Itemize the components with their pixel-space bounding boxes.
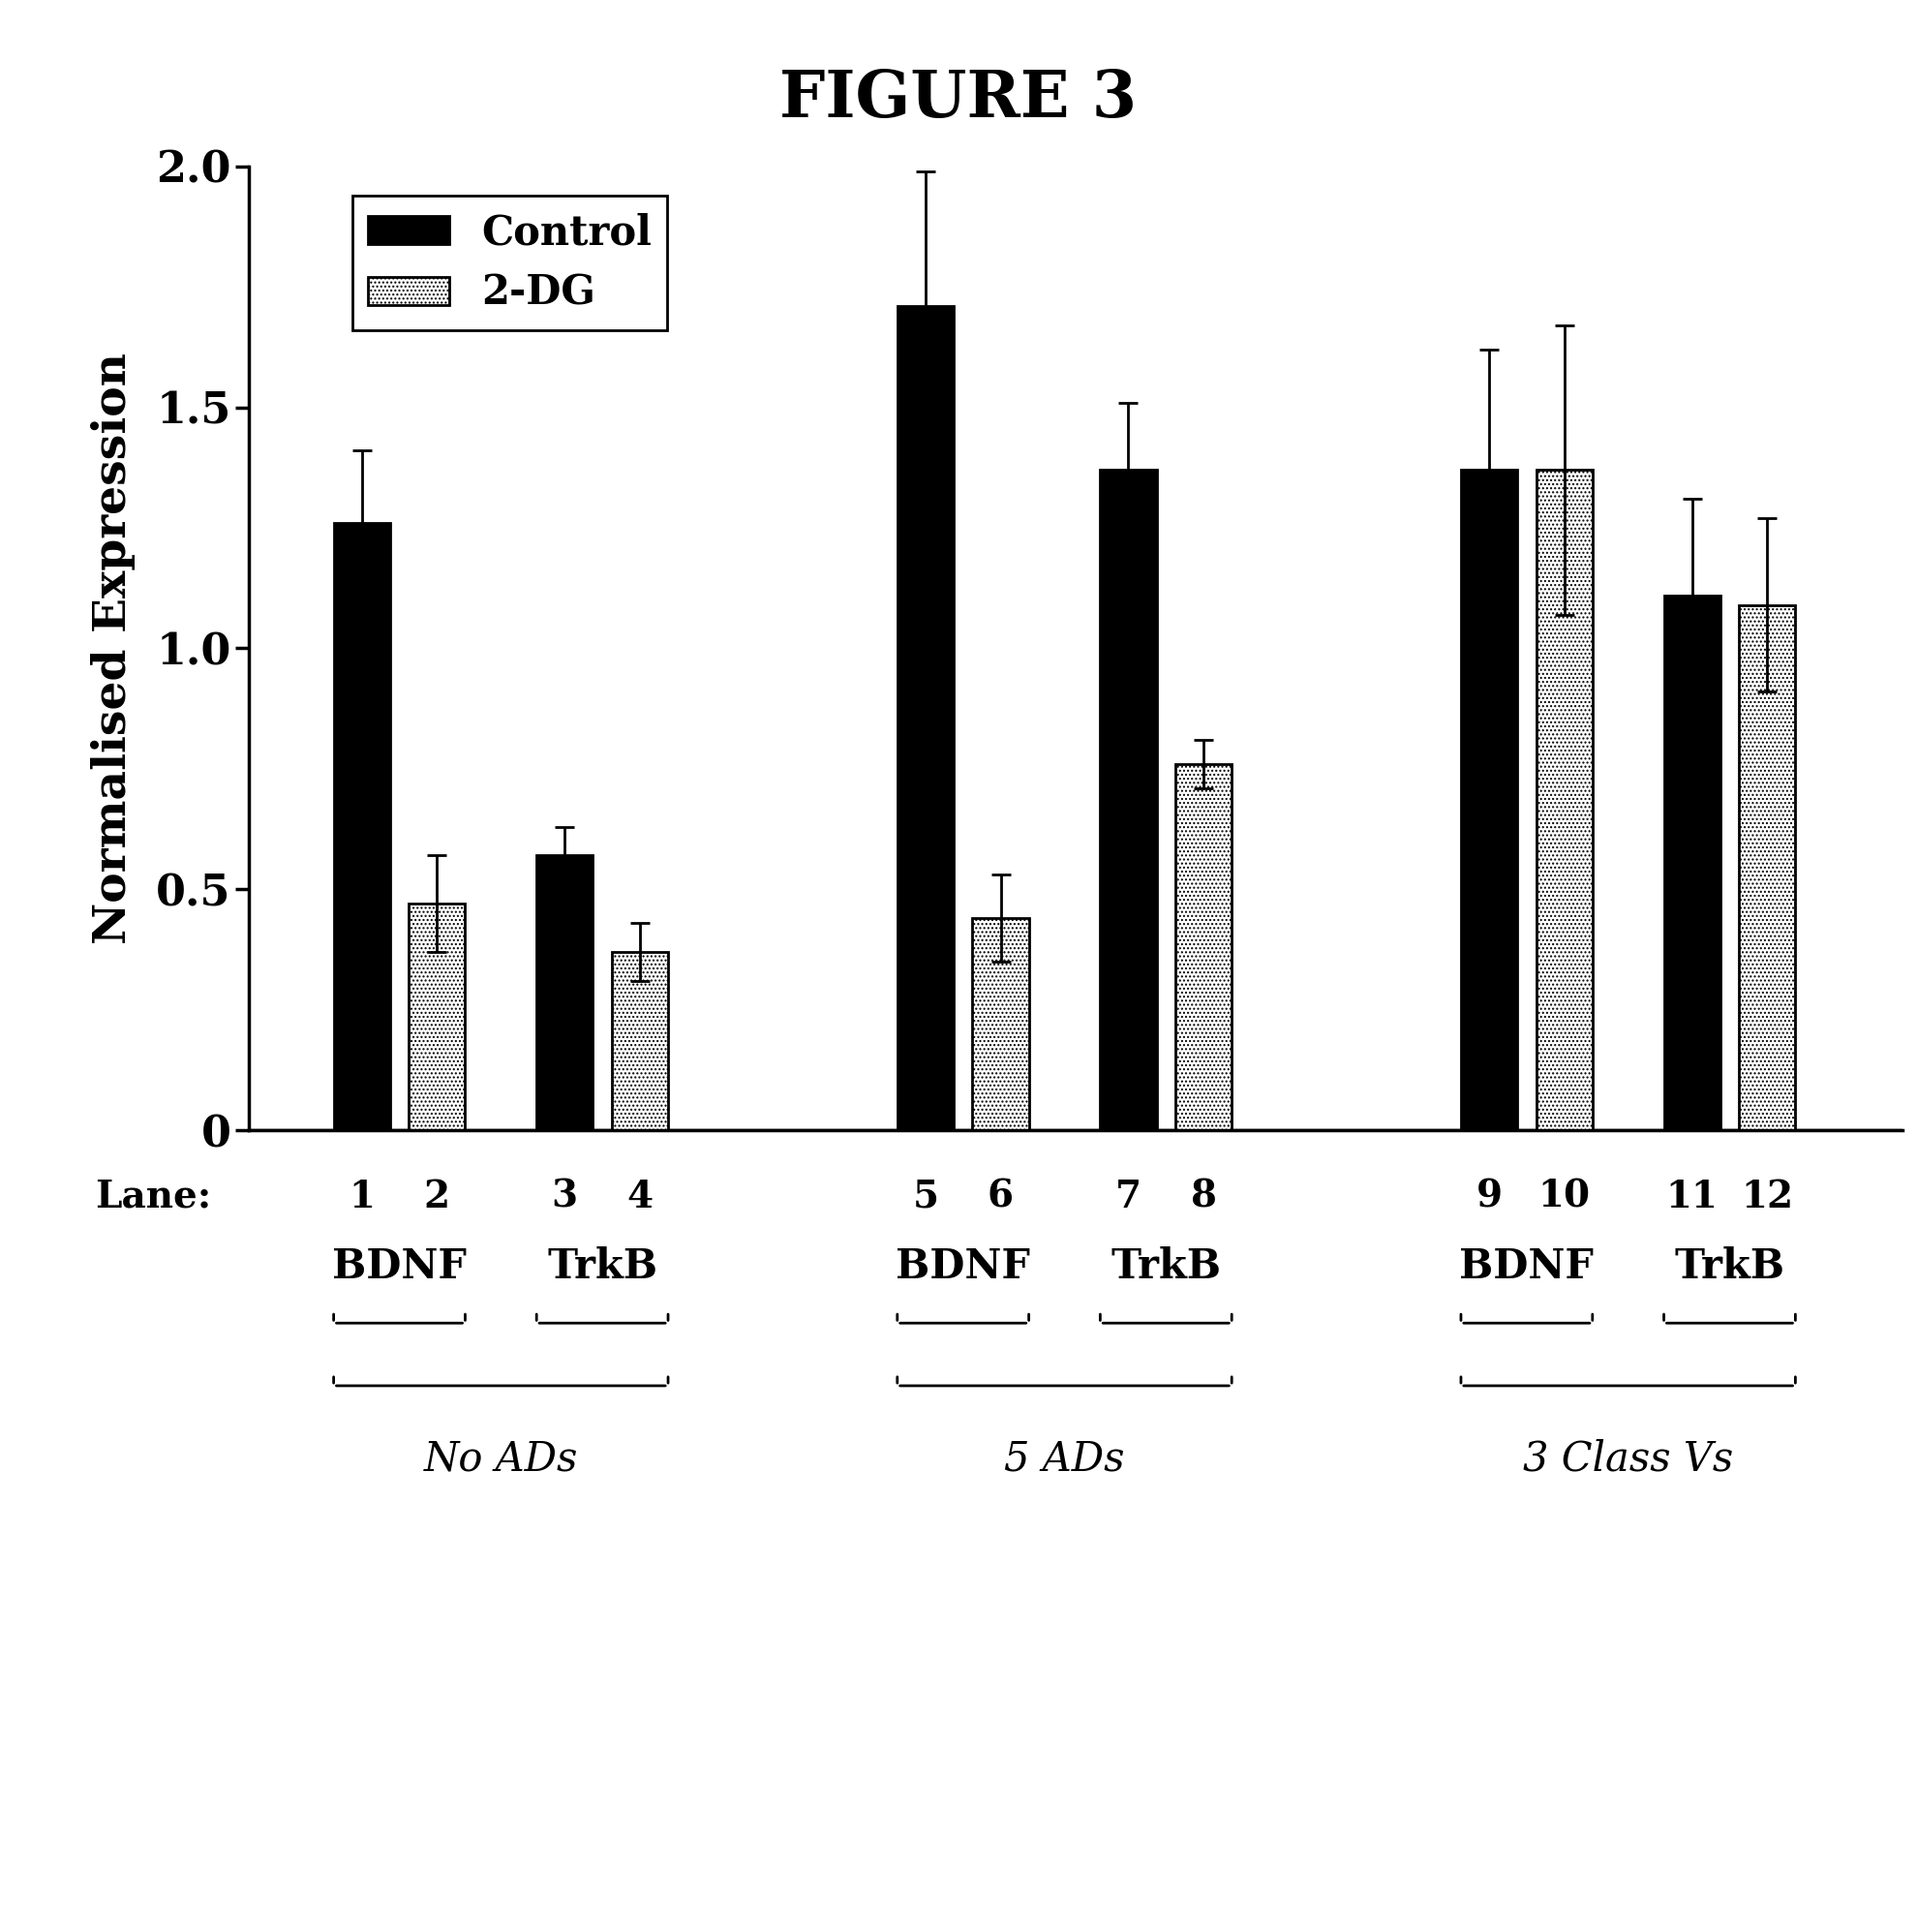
Text: 5 ADs: 5 ADs <box>1005 1439 1125 1480</box>
Bar <box>1461 469 1518 1130</box>
Bar <box>1175 763 1233 1130</box>
Text: 12: 12 <box>1741 1179 1794 1215</box>
Bar <box>1739 605 1796 1130</box>
Text: TrkB: TrkB <box>1674 1246 1785 1287</box>
Text: 11: 11 <box>1666 1179 1718 1215</box>
Bar <box>1100 469 1156 1130</box>
Text: TrkB: TrkB <box>546 1246 658 1287</box>
Text: 8: 8 <box>1190 1179 1217 1215</box>
Text: BDNF: BDNF <box>895 1246 1029 1287</box>
Text: 10: 10 <box>1537 1179 1591 1215</box>
Text: 7: 7 <box>1116 1179 1141 1215</box>
Text: TrkB: TrkB <box>1110 1246 1221 1287</box>
Text: 9: 9 <box>1476 1179 1503 1215</box>
Text: 4: 4 <box>627 1179 654 1215</box>
Text: Lane:: Lane: <box>96 1179 211 1215</box>
Bar <box>612 952 669 1130</box>
Bar <box>972 918 1029 1130</box>
Text: FIGURE 3: FIGURE 3 <box>780 68 1137 131</box>
Text: 5: 5 <box>912 1179 939 1215</box>
Text: BDNF: BDNF <box>1459 1246 1593 1287</box>
Text: 3 Class Vs: 3 Class Vs <box>1522 1439 1733 1480</box>
Text: 2: 2 <box>424 1179 450 1215</box>
Text: BDNF: BDNF <box>332 1246 466 1287</box>
Legend: Control, 2-DG: Control, 2-DG <box>353 195 667 330</box>
Bar <box>408 904 466 1130</box>
Bar <box>897 305 953 1130</box>
Bar <box>1664 595 1720 1130</box>
Text: 1: 1 <box>349 1179 376 1215</box>
Bar <box>537 856 592 1130</box>
Text: No ADs: No ADs <box>424 1439 579 1480</box>
Y-axis label: Normalised Expression: Normalised Expression <box>92 352 136 945</box>
Bar <box>1536 469 1593 1130</box>
Bar <box>334 524 389 1130</box>
Text: 3: 3 <box>552 1179 577 1215</box>
Text: 6: 6 <box>987 1179 1014 1215</box>
